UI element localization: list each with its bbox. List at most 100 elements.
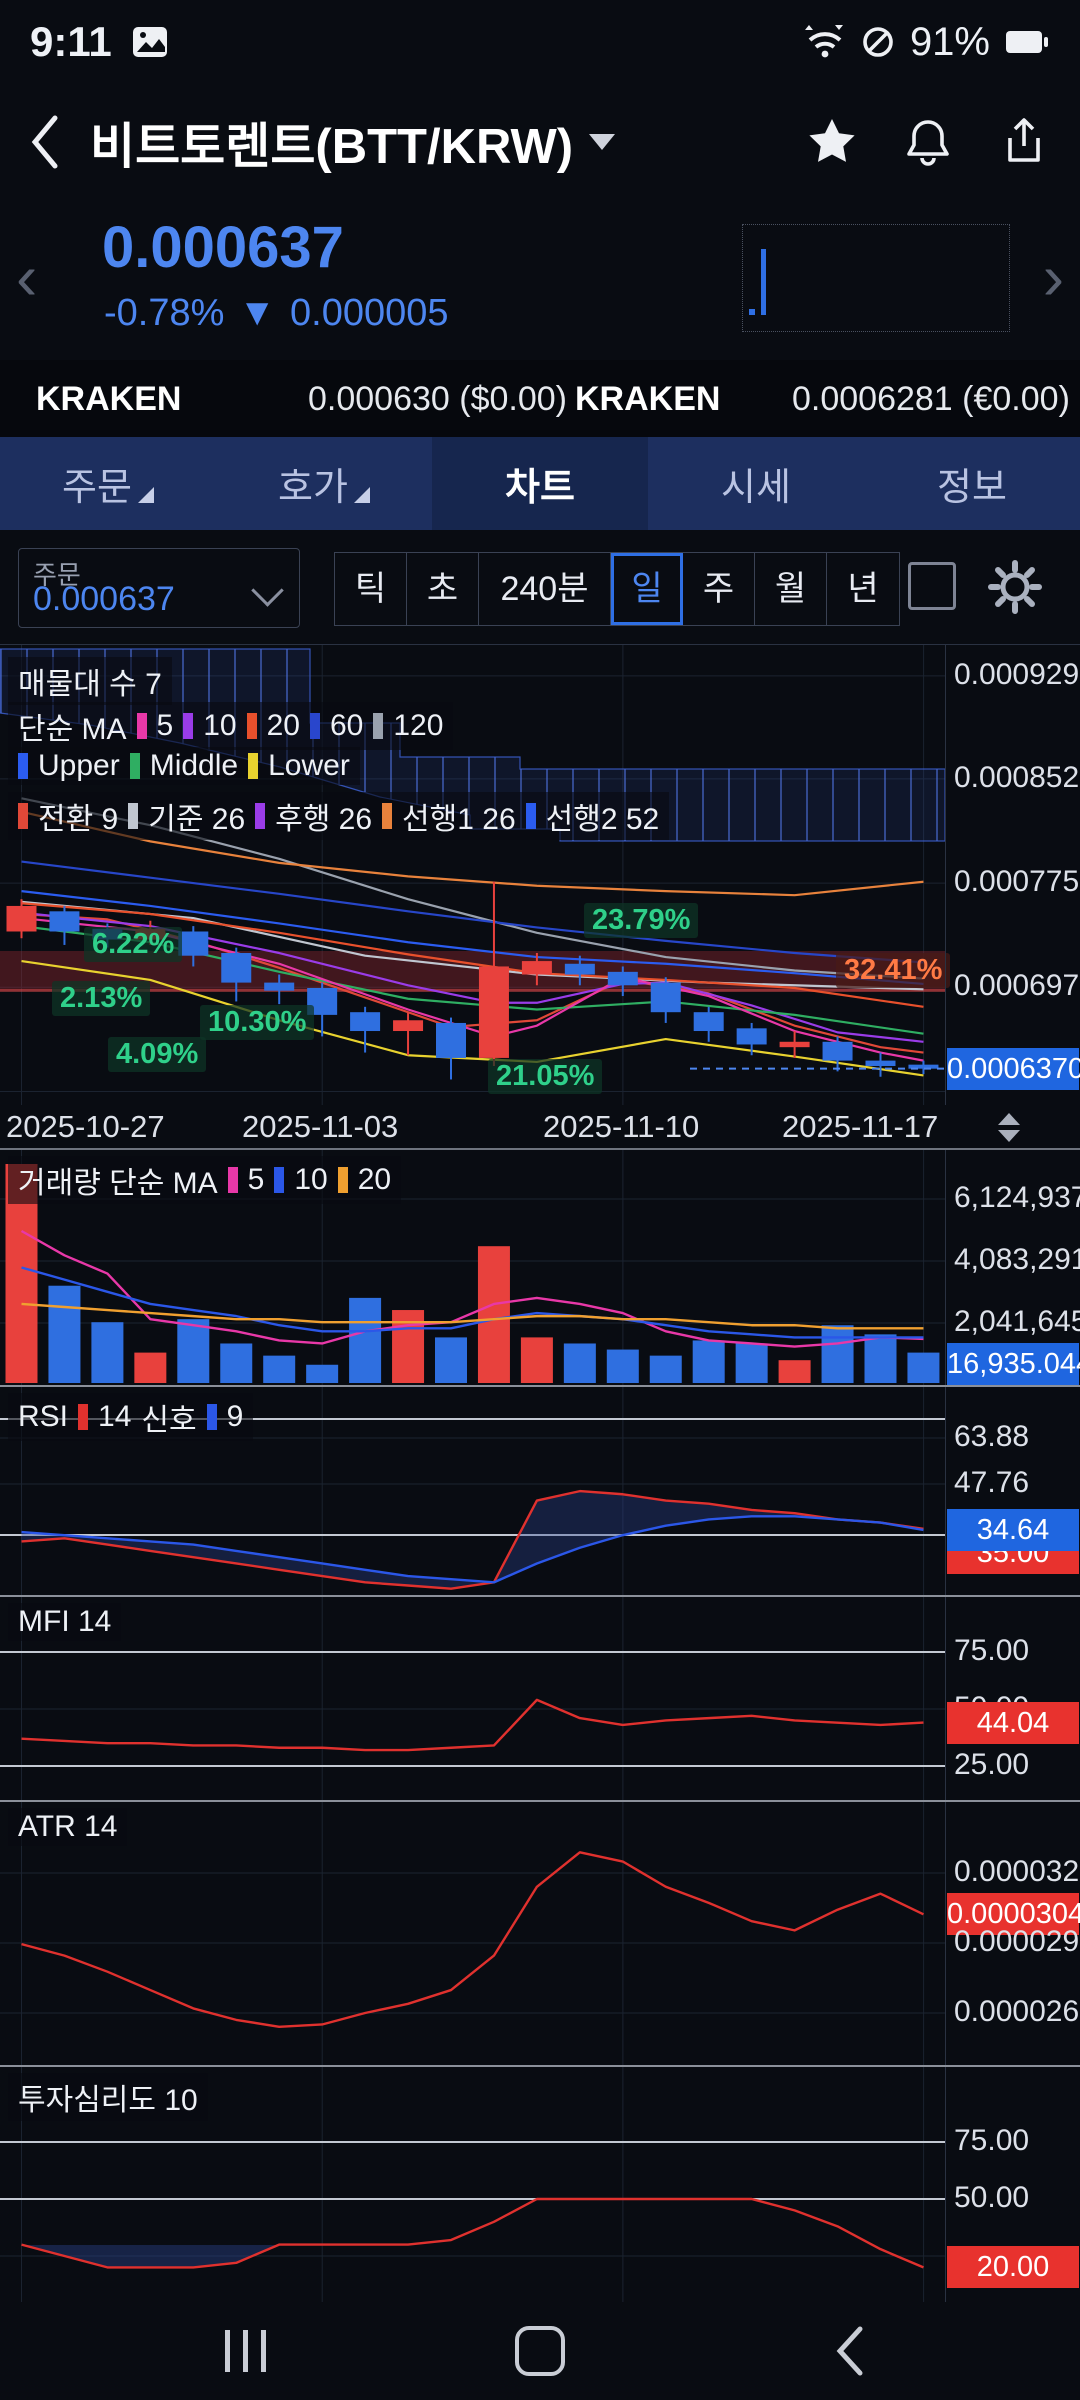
legend-label: 20 [357,1163,392,1196]
compare-square-button[interactable] [908,562,956,610]
interval-틱[interactable]: 틱 [335,553,407,625]
exchange-price: 0.000630 ($0.00) [308,380,567,418]
down-arrow-icon: ▼ [238,292,277,334]
fold-corner-icon [137,486,154,503]
date-label: 2025-11-03 [242,1109,399,1144]
axis-label: 0.0000261 [954,1995,1080,2028]
chart-settings-button[interactable] [984,556,1046,618]
tab-label: 정보 [937,467,1007,509]
back-button[interactable] [0,110,90,174]
legend-color-chip [206,1404,217,1430]
rsi-pane[interactable]: RSI 14 신호 9 63.88 47.76 35.00 34.64 [0,1385,1080,1595]
legend-color-chip [78,1404,89,1430]
order-type-dropdown[interactable]: 주문 0.000637 [18,548,300,628]
volume-chart [0,1150,945,1385]
image-notification-icon [132,27,167,57]
sentiment-chart [0,2067,945,2302]
legend-label: 기준 26 [148,803,246,836]
back-nav-button[interactable] [800,2302,900,2400]
legend-color-chip [525,803,536,829]
favorite-star-button[interactable] [804,114,860,170]
price-change-row: -0.78% ▼ 0.000005 [104,292,449,335]
volume-pane[interactable]: 거래량 단순 MA 5 10 20 6,124,937.023 4,083,291.26… [0,1150,1080,1385]
legend-label: 거래량 단순 MA [18,1167,218,1200]
axis-badge: 0.0000304 [947,1893,1080,1935]
axis-badge: 0.0006370 [947,1048,1080,1090]
chevron-down-icon [251,574,284,607]
rsi-axis: 63.88 47.76 35.00 34.64 [945,1387,1080,1595]
next-coin-button[interactable]: › [1042,241,1064,313]
prev-coin-button[interactable]: ‹ [16,241,38,313]
percent-annotation: 32.41% [836,953,951,988]
mini-sparkline-bar [761,249,766,315]
legend-color-chip [255,803,266,829]
percent-annotation: 10.30% [200,1005,315,1040]
share-button[interactable] [996,114,1052,170]
change-amount: 0.000005 [290,292,449,334]
recents-button[interactable] [190,2302,300,2400]
legend-label: 5 [247,1163,265,1196]
axis-label: 2,041,645.877 [954,1305,1080,1338]
main-chart-pane[interactable]: 매물대 수 7 단순 MA 5 10 20 60 120 Upper Middle Lower 전환… [0,645,1080,1105]
axis-collapse-widget[interactable] [998,1113,1020,1142]
interval-240분[interactable]: 240분 [479,553,611,625]
axis-label: 6,124,937.023 [954,1181,1080,1214]
legend-color-chip [248,753,259,779]
pair-selector[interactable]: 비트토렌트(BTT/KRW) [90,107,616,178]
tab-label: 호가 [278,467,348,509]
date-axis[interactable]: 2025-10-27 2025-11-03 2025-11-10 2025-11-17 [0,1105,1080,1150]
mini-sparkline-dot [749,309,755,315]
legend-label: 20 [266,709,300,742]
home-icon [515,2326,565,2376]
tab-시세[interactable]: 시세 [648,437,864,530]
legend-color-chip [274,1167,285,1193]
interval-월[interactable]: 월 [755,553,827,625]
gear-icon [988,560,1042,614]
interval-초[interactable]: 초 [407,553,479,625]
legend-row: 전환 9 기준 26 후행 26 선행1 26 선행2 52 [8,792,670,840]
exchange-price: 0.0006281 (€0.00) [792,380,1070,418]
interval-년[interactable]: 년 [847,570,879,608]
atr-legend: ATR 14 [8,1808,128,1846]
exchange-name: KRAKEN [36,380,182,418]
tab-호가[interactable]: 호가 [216,437,432,530]
axis-label: 4,083,291.267 [954,1243,1080,1276]
axis-label: 25.00 [954,1748,1030,1781]
tab-주문[interactable]: 주문 [0,437,216,530]
axis-label: 0.0000291 [954,1925,1080,1958]
volume-axis: 6,124,937.023 4,083,291.267 2,041,645.877 1… [945,1150,1080,1385]
percent-annotation: 2.13% [52,981,151,1016]
interval-주[interactable]: 주 [683,553,755,625]
alarm-bell-button[interactable] [900,114,956,170]
main-tabs: 주문 호가 차트 시세 정보 [0,437,1080,530]
legend-color-chip [18,803,28,829]
percent-annotation: 23.79% [584,903,699,938]
legend-row: 매물대 수 7 [8,657,172,705]
legend-row: Upper Middle Lower [8,747,360,785]
legend-label: RSI [18,1400,69,1433]
axis-badge: 16,935.044 [947,1343,1080,1385]
legend-label: 9 [226,1400,244,1433]
percent-annotation: 21.05% [488,1059,603,1094]
sentiment-legend: 투자심리도 10 [8,2073,208,2121]
legend-color-chip [136,713,147,739]
legend-color-chip [382,803,393,829]
status-bar: 9:11 91% [0,0,1080,84]
tab-정보[interactable]: 정보 [864,437,1080,530]
legend-label: 60 [329,709,364,742]
date-label: 2025-10-27 [6,1109,165,1144]
date-label: 2025-11-17 [782,1109,939,1144]
wifi-icon [804,25,843,58]
home-button[interactable] [512,2302,568,2400]
triangle-down-icon [998,1130,1020,1142]
axis-label: 0.0000322 [954,1855,1080,1888]
interval-일[interactable]: 일 [611,553,683,625]
sentiment-pane[interactable]: 투자심리도 10 75.00 50.00 20.00 [0,2065,1080,2302]
legend-color-chip [309,713,320,739]
tab-차트[interactable]: 차트 [432,437,648,530]
